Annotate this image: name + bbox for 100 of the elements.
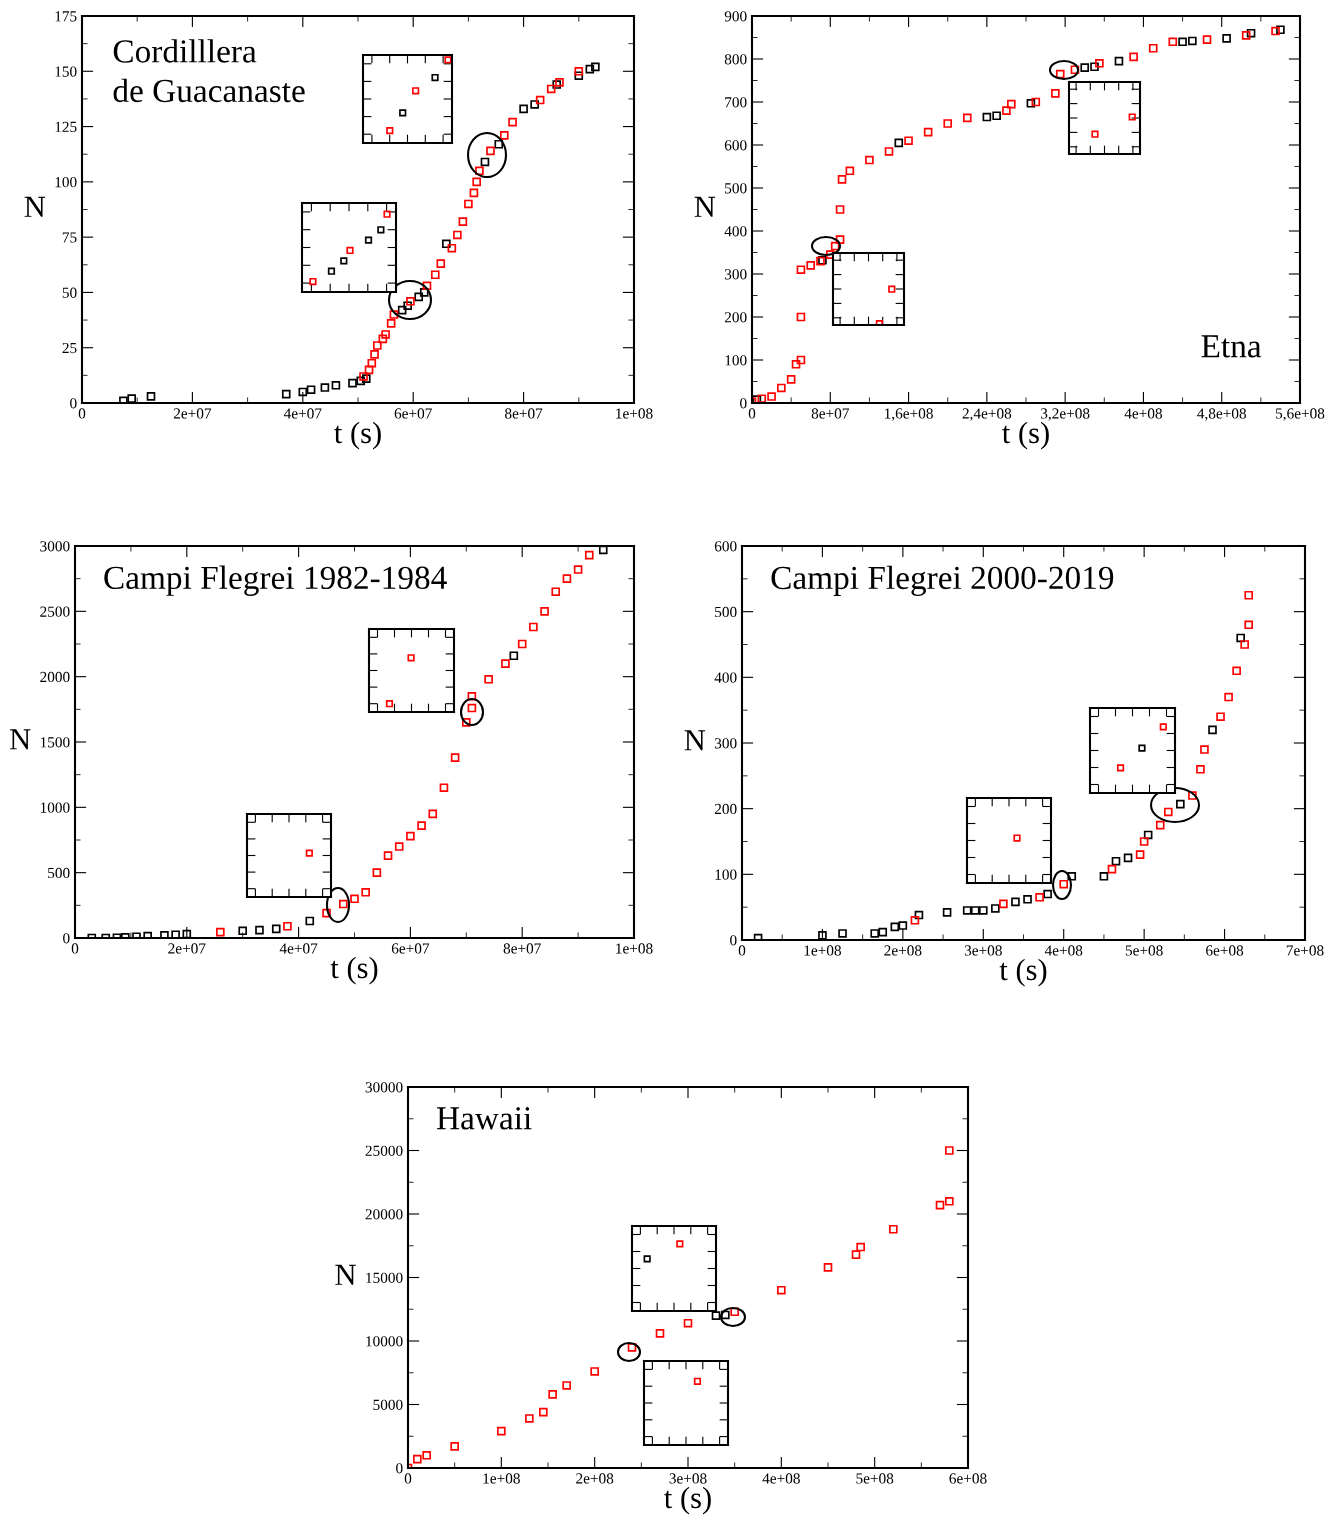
point — [1031, 97, 1041, 107]
point — [791, 359, 801, 369]
point — [525, 1414, 534, 1423]
point — [1067, 871, 1077, 881]
point — [397, 305, 407, 315]
point — [1208, 725, 1217, 735]
point — [370, 350, 379, 359]
point — [796, 265, 806, 275]
point — [238, 926, 248, 936]
point — [1114, 56, 1124, 66]
x-tick-label: 4e+08 — [1124, 408, 1162, 419]
point — [889, 1224, 898, 1234]
point — [851, 1250, 861, 1259]
y-tick-label: 200 — [724, 312, 747, 323]
point — [1176, 799, 1185, 809]
point — [480, 157, 490, 167]
point — [1111, 856, 1121, 866]
text: Cordilllera de Guacanaste — [113, 39, 305, 103]
point — [450, 1442, 459, 1451]
x-tick-label: 4e+08 — [762, 1473, 800, 1484]
point — [271, 924, 281, 934]
point — [475, 166, 484, 176]
y-tick-label: 50 — [62, 287, 77, 298]
y-tick-label: 175 — [55, 11, 77, 22]
point — [1143, 830, 1153, 840]
point — [1200, 745, 1209, 754]
y-tick-label: 100 — [725, 355, 747, 366]
point — [372, 868, 382, 877]
y-tick-label: 20000 — [365, 1209, 403, 1220]
point — [721, 1310, 730, 1320]
x-tick-label: 6e+08 — [1206, 945, 1244, 956]
point — [845, 166, 855, 176]
point — [499, 131, 509, 140]
point — [1155, 820, 1165, 830]
point — [1135, 850, 1145, 859]
point — [786, 375, 796, 384]
y-axis-title: N — [24, 196, 46, 217]
point — [1090, 62, 1099, 72]
point — [1026, 98, 1036, 108]
point — [519, 104, 528, 114]
point — [494, 139, 504, 149]
point — [548, 1390, 557, 1399]
point — [146, 392, 156, 401]
x-tick-label: 0 — [404, 1473, 412, 1484]
text: Campi Flegrei 1982-1984 — [104, 565, 447, 596]
point — [982, 112, 992, 122]
point — [367, 358, 377, 368]
point — [1099, 871, 1109, 881]
point — [796, 312, 806, 322]
point — [551, 587, 561, 597]
point — [767, 392, 776, 401]
point — [562, 574, 572, 583]
point — [1224, 692, 1233, 702]
point — [962, 906, 972, 915]
point — [1244, 620, 1254, 630]
point — [1070, 65, 1080, 75]
point — [584, 550, 594, 560]
x-axis-title: t (s) — [334, 421, 381, 450]
point — [796, 355, 806, 365]
y-tick-label: 100 — [715, 869, 737, 880]
point — [943, 119, 953, 128]
point — [1222, 34, 1231, 43]
x-tick-label: 4e+07 — [283, 408, 322, 419]
x-axis-title: t (s) — [999, 958, 1047, 987]
point — [339, 899, 348, 909]
x-tick-label: 0 — [748, 408, 756, 419]
y-tick-label: 1000 — [40, 802, 70, 813]
y-axis-title: N — [9, 729, 31, 750]
y-tick-label: 100 — [55, 177, 77, 188]
point — [472, 177, 481, 187]
y-axis-title: N — [335, 1264, 356, 1285]
x-tick-label: 4,8e+08 — [1197, 408, 1247, 421]
text: Etna — [1201, 335, 1262, 358]
point — [467, 691, 477, 701]
y-tick-label: 2000 — [40, 671, 70, 683]
point — [484, 674, 493, 684]
point — [562, 1381, 571, 1390]
point — [945, 1196, 954, 1206]
point — [1236, 633, 1245, 643]
y-tick-label: 0 — [63, 933, 70, 944]
point — [453, 230, 462, 240]
point — [497, 1426, 506, 1436]
point — [406, 831, 415, 841]
x-tick-label: 1e+08 — [804, 945, 841, 956]
point — [942, 908, 952, 917]
point — [182, 929, 192, 938]
point — [417, 821, 426, 830]
point — [394, 842, 404, 851]
point — [1202, 35, 1212, 44]
text: Campi Flegrei 2000-2019 — [771, 565, 1114, 597]
point — [1095, 58, 1104, 68]
point — [403, 301, 412, 311]
point — [413, 1454, 422, 1464]
point — [539, 1407, 548, 1417]
y-axis-title: N — [684, 730, 706, 751]
point — [870, 929, 880, 938]
point — [830, 241, 840, 251]
point — [1196, 764, 1205, 774]
x-tick-label: 6e+07 — [391, 943, 430, 954]
point — [464, 199, 473, 209]
